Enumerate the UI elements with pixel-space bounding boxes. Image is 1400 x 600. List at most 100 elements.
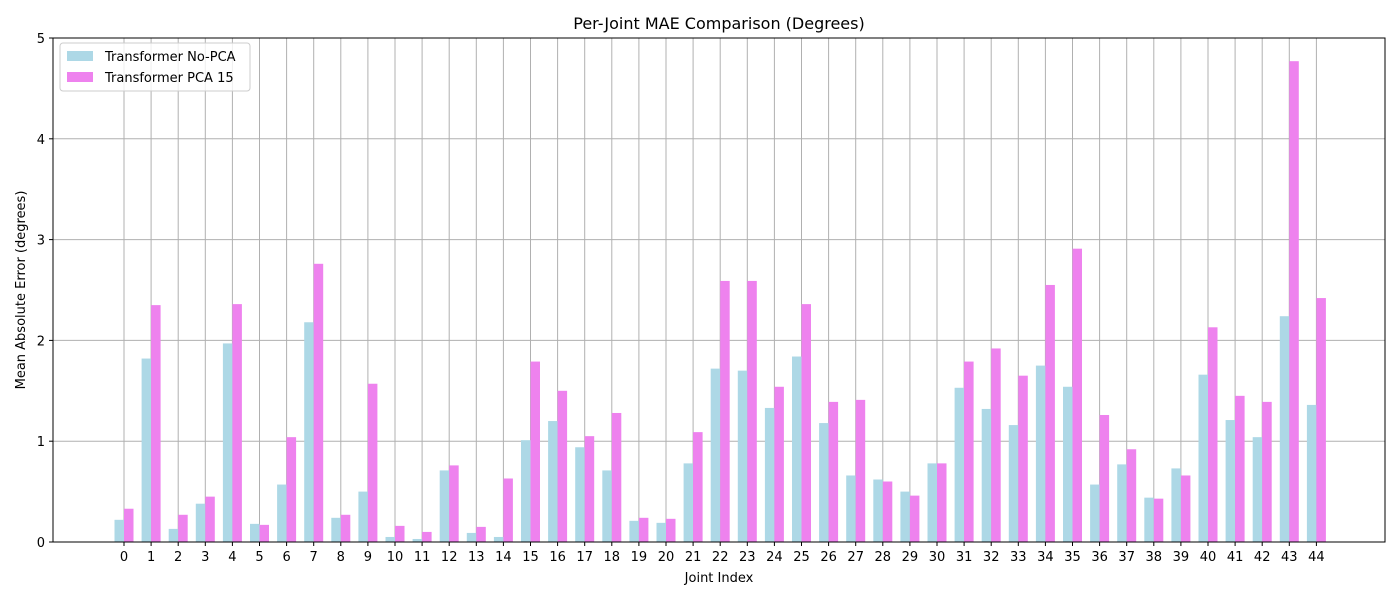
y-tick-label: 0 [37,536,45,551]
x-tick-label: 23 [739,550,756,565]
bar-no-pca-joint-26 [819,423,829,542]
bar-no-pca-joint-34 [1035,365,1046,542]
x-tick-label: 34 [1037,550,1054,565]
bar-no-pca-joint-4 [222,343,233,542]
x-tick-label: 2 [174,550,182,565]
x-tick-label: 17 [576,550,593,565]
bar-pca-15-joint-39 [1180,475,1191,542]
bar-no-pca-joint-30 [927,463,937,542]
y-tick-label: 1 [37,435,45,450]
x-tick-label: 10 [387,550,404,565]
bar-no-pca-joint-22 [710,368,721,542]
x-tick-label: 13 [468,550,485,565]
x-tick-label: 30 [929,550,946,565]
bar-pca-15-joint-32 [991,348,1001,542]
x-tick-label: 1 [147,550,155,565]
x-tick-label: 33 [1010,550,1027,565]
bar-pca-15-joint-43 [1289,61,1299,543]
x-tick-label: 11 [414,550,431,565]
bars-layer [114,61,1326,543]
bar-no-pca-joint-19 [629,520,639,542]
bar-no-pca-joint-32 [981,408,992,542]
bar-no-pca-joint-10 [385,536,395,542]
x-tick-label: 38 [1146,550,1163,565]
y-tick-label: 5 [37,32,45,47]
bar-no-pca-joint-24 [764,407,775,542]
bar-no-pca-joint-43 [1279,316,1290,542]
bar-no-pca-joint-36 [1090,484,1100,542]
bar-no-pca-joint-8 [331,517,341,542]
bar-pca-15-joint-42 [1262,401,1272,542]
x-tick-label: 40 [1200,550,1217,565]
bar-pca-15-joint-2 [178,514,188,542]
bar-pca-15-joint-9 [367,383,378,542]
bar-no-pca-joint-35 [1063,386,1073,542]
bar-pca-15-joint-40 [1208,327,1218,542]
bar-no-pca-joint-14 [493,536,504,542]
bar-pca-15-joint-4 [232,304,242,542]
bar-pca-15-joint-38 [1153,498,1164,542]
x-tick-label: 3 [201,550,209,565]
bar-no-pca-joint-16 [548,421,558,542]
x-tick-label: 16 [549,550,566,565]
x-tick-label: 4 [228,550,236,565]
bar-pca-15-joint-18 [611,412,622,542]
bar-no-pca-joint-44 [1306,404,1317,542]
legend: Transformer No-PCA Transformer PCA 15 [59,42,251,92]
x-tick-label: 25 [793,550,810,565]
bar-no-pca-joint-3 [195,503,206,542]
bar-pca-15-joint-8 [340,514,351,542]
x-tick-label: 24 [766,550,783,565]
bar-pca-15-joint-21 [693,432,703,542]
bar-no-pca-joint-6 [277,484,287,542]
bar-pca-15-joint-33 [1018,375,1028,542]
bar-pca-15-joint-5 [259,524,269,542]
x-tick-label: 44 [1308,550,1325,565]
bar-pca-15-joint-24 [774,386,784,542]
bar-pca-15-joint-41 [1235,395,1245,542]
bar-no-pca-joint-17 [575,447,585,542]
bar-no-pca-joint-9 [358,491,368,542]
x-tick-label: 12 [441,550,458,565]
x-tick-label: 20 [658,550,675,565]
bar-pca-15-joint-26 [828,401,839,542]
x-tick-label: 39 [1173,550,1190,565]
x-tick-label: 5 [255,550,263,565]
bar-pca-15-joint-36 [1099,414,1110,542]
x-tick-label: 36 [1091,550,1108,565]
legend-swatch-no-pca [67,51,93,61]
bar-pca-15-joint-14 [503,478,513,542]
x-tick-label: 42 [1254,550,1271,565]
x-tick-label: 8 [337,550,345,565]
bar-no-pca-joint-11 [412,538,423,542]
bar-no-pca-joint-15 [521,440,531,542]
bar-pca-15-joint-17 [584,436,595,542]
x-tick-label: 19 [631,550,648,565]
bar-pca-15-joint-31 [964,361,974,542]
chart-title: Per-Joint MAE Comparison (Degrees) [573,14,864,33]
bar-no-pca-joint-7 [304,322,314,542]
x-tick-label: 29 [902,550,919,565]
bar-no-pca-joint-21 [683,463,694,542]
bar-pca-15-joint-6 [286,437,297,542]
bar-no-pca-joint-28 [873,479,883,542]
y-tick-label: 2 [37,334,45,349]
bar-no-pca-joint-0 [114,519,124,542]
bar-no-pca-joint-27 [846,475,856,542]
bar-pca-15-joint-11 [422,531,432,542]
bar-pca-15-joint-7 [313,263,324,542]
bar-pca-15-joint-13 [476,526,486,542]
bar-no-pca-joint-31 [954,387,965,542]
bar-no-pca-joint-42 [1252,437,1263,542]
x-tick-label: 15 [522,550,539,565]
x-tick-label: 18 [604,550,621,565]
bar-no-pca-joint-37 [1117,464,1127,542]
bar-no-pca-joint-5 [250,523,260,542]
bar-no-pca-joint-39 [1171,468,1181,542]
y-tick-label: 3 [37,234,45,249]
x-tick-label: 41 [1227,550,1244,565]
bar-no-pca-joint-18 [602,470,612,542]
